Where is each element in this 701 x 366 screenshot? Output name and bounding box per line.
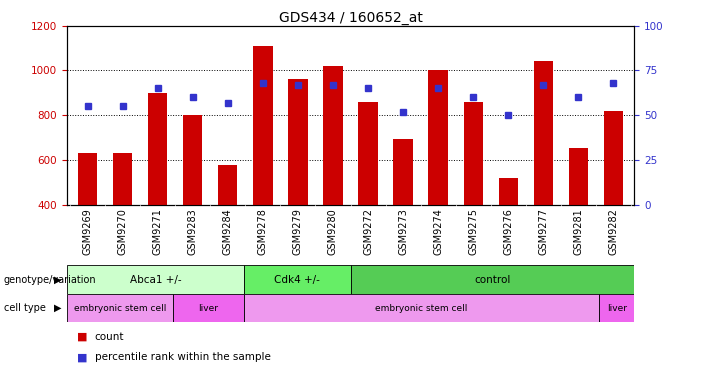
Bar [183, 115, 203, 205]
Text: embryonic stem cell: embryonic stem cell [375, 304, 468, 313]
Bar [67, 294, 173, 322]
Bar [173, 294, 244, 322]
Bar [428, 71, 448, 205]
Bar [498, 178, 518, 205]
Text: count: count [95, 332, 124, 342]
Text: ▶: ▶ [54, 274, 62, 285]
Text: control: control [475, 274, 510, 285]
Title: GDS434 / 160652_at: GDS434 / 160652_at [278, 11, 423, 25]
Text: GSM9283: GSM9283 [188, 208, 198, 255]
Bar [78, 153, 97, 205]
Bar [253, 46, 273, 205]
Text: embryonic stem cell: embryonic stem cell [74, 304, 166, 313]
Bar [393, 139, 413, 205]
Text: GSM9274: GSM9274 [433, 208, 443, 255]
Text: GSM9272: GSM9272 [363, 208, 373, 255]
Text: percentile rank within the sample: percentile rank within the sample [95, 352, 271, 362]
Text: GSM9284: GSM9284 [223, 208, 233, 255]
Text: GSM9278: GSM9278 [258, 208, 268, 255]
Text: ■: ■ [77, 352, 88, 362]
Text: genotype/variation: genotype/variation [4, 274, 96, 285]
Text: GSM9270: GSM9270 [118, 208, 128, 255]
Text: ▶: ▶ [54, 303, 62, 313]
Bar [604, 111, 623, 205]
Bar [288, 79, 308, 205]
Bar [323, 66, 343, 205]
Bar [358, 102, 378, 205]
Text: liver: liver [606, 304, 627, 313]
Bar [350, 265, 634, 294]
Text: GSM9271: GSM9271 [153, 208, 163, 255]
Text: GSM9280: GSM9280 [328, 208, 338, 255]
Text: Cdk4 +/-: Cdk4 +/- [274, 274, 320, 285]
Text: liver: liver [198, 304, 219, 313]
Text: ■: ■ [77, 332, 88, 342]
Text: GSM9277: GSM9277 [538, 208, 548, 255]
Text: GSM9281: GSM9281 [573, 208, 583, 255]
Bar [599, 294, 634, 322]
Text: GSM9275: GSM9275 [468, 208, 478, 255]
Bar [463, 102, 483, 205]
Bar [244, 294, 599, 322]
Text: cell type: cell type [4, 303, 46, 313]
Bar [67, 265, 244, 294]
Bar [244, 265, 350, 294]
Bar [113, 153, 132, 205]
Text: GSM9269: GSM9269 [83, 208, 93, 255]
Bar [218, 165, 238, 205]
Text: GSM9273: GSM9273 [398, 208, 408, 255]
Text: GSM9282: GSM9282 [608, 208, 618, 255]
Bar [148, 93, 168, 205]
Text: GSM9279: GSM9279 [293, 208, 303, 255]
Bar [569, 148, 588, 205]
Text: Abca1 +/-: Abca1 +/- [130, 274, 181, 285]
Text: GSM9276: GSM9276 [503, 208, 513, 255]
Bar [533, 61, 553, 205]
